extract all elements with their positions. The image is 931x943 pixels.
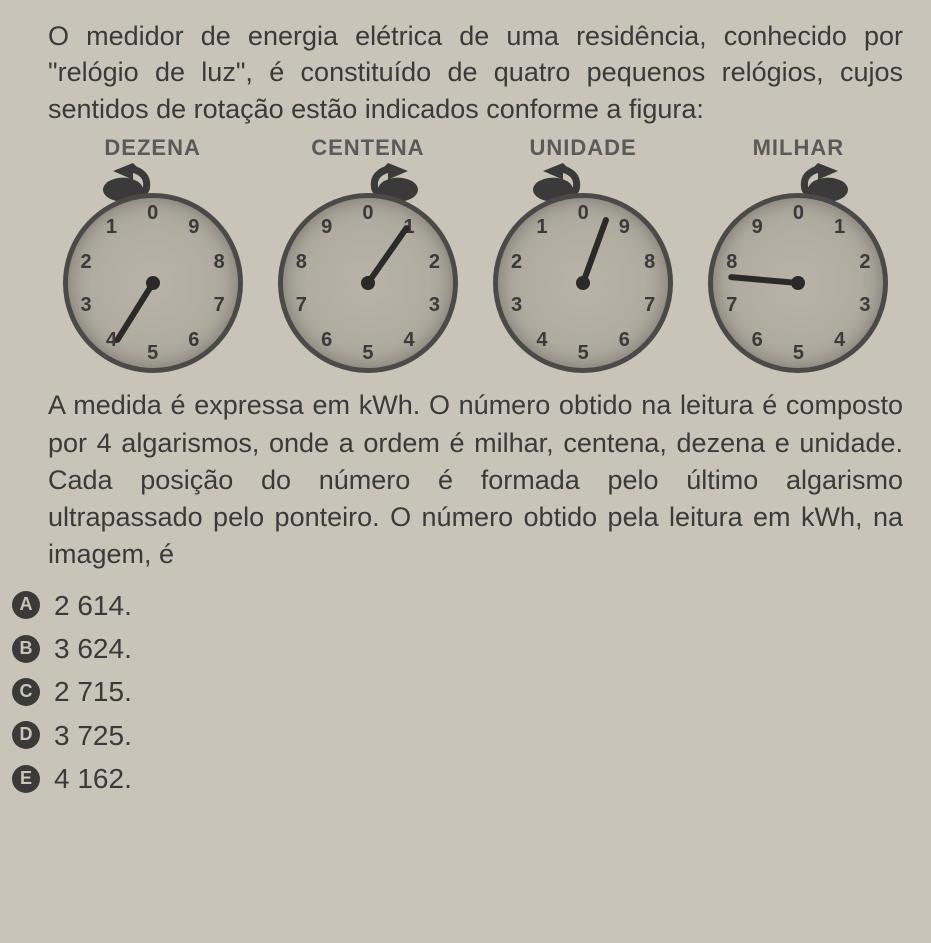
clock-digit: 9 xyxy=(316,216,338,238)
clock-digit: 6 xyxy=(746,329,768,351)
clock-label: CENTENA xyxy=(311,135,424,161)
option-text: 4 162. xyxy=(54,757,132,800)
clock-wrap: 0123456789 xyxy=(58,163,248,373)
clock-digit: 6 xyxy=(613,329,635,351)
clock-digit: 1 xyxy=(100,216,122,238)
clock-digit: 0 xyxy=(357,202,379,224)
clock-center xyxy=(361,276,375,290)
clock-digit: 7 xyxy=(290,294,312,316)
clock-digit: 9 xyxy=(746,216,768,238)
clock-digit: 7 xyxy=(639,294,661,316)
option-row[interactable]: C 2 715. xyxy=(12,670,903,713)
clock-unit: CENTENA0123456789 xyxy=(268,135,468,373)
clock-digit: 2 xyxy=(506,251,528,273)
clock-digit: 6 xyxy=(316,329,338,351)
option-text: 3 624. xyxy=(54,627,132,670)
option-letter-badge: E xyxy=(12,765,40,793)
clock-face: 012 34567 89 xyxy=(493,193,673,373)
question-explanation: A medida é expressa em kWh. O número obt… xyxy=(48,387,903,573)
clock-digit: 1 xyxy=(531,216,553,238)
clock-wrap: 012 34567 89 xyxy=(703,163,893,373)
clock-digit: 9 xyxy=(183,216,205,238)
clock-digit: 8 xyxy=(639,251,661,273)
clock-digit: 8 xyxy=(208,251,230,273)
clock-center xyxy=(576,276,590,290)
clocks-container: DEZENA0123456789CENTENA0123456789UNIDADE… xyxy=(48,135,903,373)
clock-digit: 3 xyxy=(423,294,445,316)
clock-label: MILHAR xyxy=(753,135,845,161)
clock-face: 0123456789 xyxy=(278,193,458,373)
clock-unit: UNIDADE 012 34567 89 xyxy=(483,135,683,373)
clock-digit: 8 xyxy=(721,251,743,273)
clock-digit: 3 xyxy=(75,294,97,316)
clock-unit: DEZENA0123456789 xyxy=(53,135,253,373)
option-letter-badge: C xyxy=(12,678,40,706)
clock-digit: 3 xyxy=(854,294,876,316)
clock-digit: 0 xyxy=(787,202,809,224)
option-letter-badge: D xyxy=(12,721,40,749)
clock-face: 0123456789 xyxy=(63,193,243,373)
clock-digit: 2 xyxy=(854,251,876,273)
clock-pointer xyxy=(728,274,798,286)
option-text: 3 725. xyxy=(54,714,132,757)
clock-face: 012 34567 89 xyxy=(708,193,888,373)
option-row[interactable]: A 2 614. xyxy=(12,584,903,627)
question-intro: O medidor de energia elétrica de uma res… xyxy=(48,18,903,127)
clock-digit: 5 xyxy=(357,342,379,364)
options-list: A 2 614. B 3 624. C 2 715. D 3 725. E 4 162. xyxy=(12,584,903,801)
clock-label: DEZENA xyxy=(104,135,200,161)
clock-digit: 0 xyxy=(572,202,594,224)
clock-digit: 0 xyxy=(142,202,164,224)
clock-label: UNIDADE xyxy=(530,135,637,161)
clock-pointer xyxy=(113,282,155,345)
clock-digit: 9 xyxy=(613,216,635,238)
clock-digit: 5 xyxy=(142,342,164,364)
clock-unit: MILHAR 012 34567 89 xyxy=(698,135,898,373)
clock-digit: 6 xyxy=(183,329,205,351)
clock-digit: 1 xyxy=(829,216,851,238)
clock-digit: 7 xyxy=(208,294,230,316)
clock-center xyxy=(146,276,160,290)
clock-digit: 5 xyxy=(787,342,809,364)
clock-digit: 3 xyxy=(506,294,528,316)
clock-digit: 2 xyxy=(423,251,445,273)
option-letter-badge: A xyxy=(12,591,40,619)
option-text: 2 715. xyxy=(54,670,132,713)
clock-wrap: 0123456789 xyxy=(273,163,463,373)
clock-wrap: 012 34567 89 xyxy=(488,163,678,373)
option-text: 2 614. xyxy=(54,584,132,627)
clock-pointer xyxy=(365,224,410,285)
clock-digit: 4 xyxy=(829,329,851,351)
clock-pointer xyxy=(580,217,610,285)
option-letter-badge: B xyxy=(12,635,40,663)
clock-digit: 4 xyxy=(531,329,553,351)
option-row[interactable]: D 3 725. xyxy=(12,714,903,757)
clock-digit: 2 xyxy=(75,251,97,273)
clock-digit: 8 xyxy=(290,251,312,273)
clock-digit: 7 xyxy=(721,294,743,316)
option-row[interactable]: E 4 162. xyxy=(12,757,903,800)
clock-digit: 4 xyxy=(398,329,420,351)
clock-center xyxy=(791,276,805,290)
option-row[interactable]: B 3 624. xyxy=(12,627,903,670)
clock-digit: 5 xyxy=(572,342,594,364)
